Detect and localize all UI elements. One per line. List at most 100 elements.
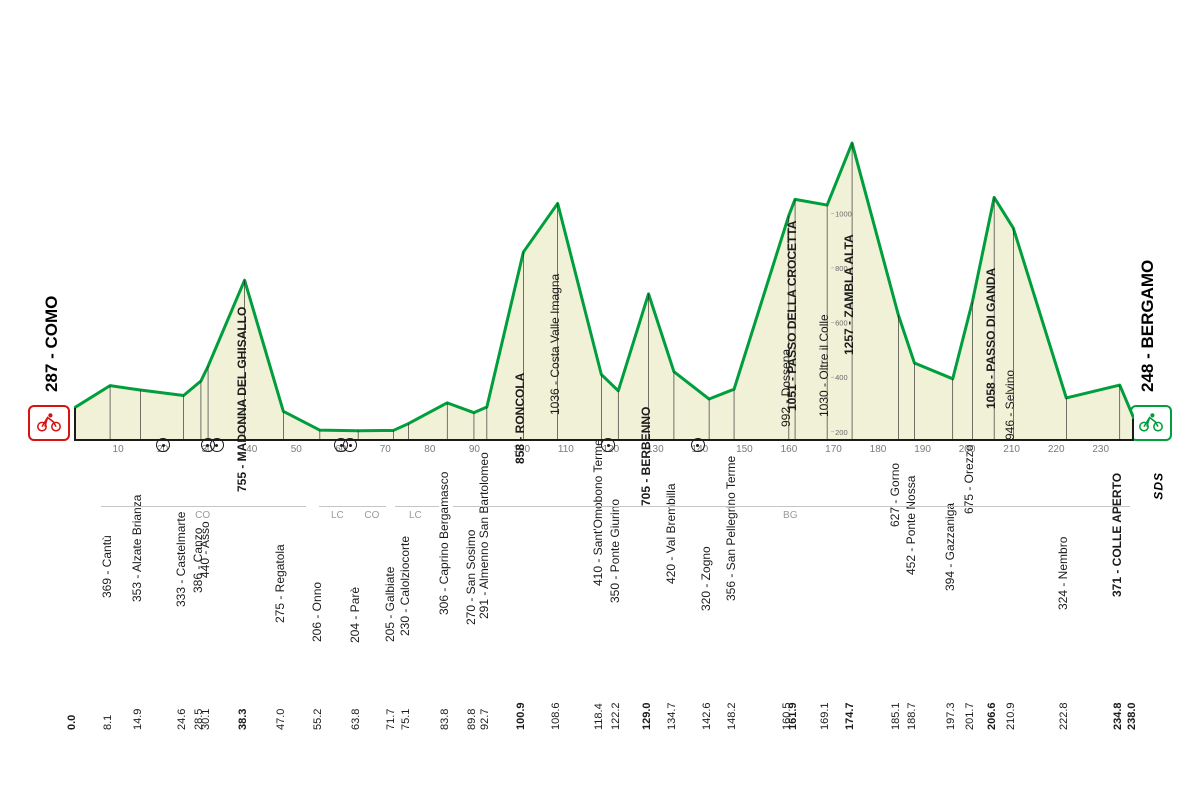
km-tick: 80 bbox=[424, 444, 435, 455]
km-label: 30.1 bbox=[200, 709, 212, 730]
km-tick: 160 bbox=[781, 444, 798, 455]
km-label: 222.8 bbox=[1058, 702, 1070, 730]
km-label: 197.3 bbox=[945, 702, 957, 730]
km-label: 234.8 bbox=[1112, 702, 1124, 730]
feed-zone-icon bbox=[210, 438, 224, 452]
km-label: 188.7 bbox=[906, 702, 918, 730]
place-label: 333 - Castelmarte bbox=[174, 512, 188, 607]
place-label: 627 - Gorno bbox=[888, 463, 902, 527]
place-label: 356 - San Pellegrino Terme bbox=[724, 456, 738, 601]
climb-label: 858 - RONCOLA bbox=[513, 373, 527, 464]
place-label: 306 - Caprino Bergamasco bbox=[437, 471, 451, 614]
finish-box bbox=[1130, 405, 1172, 441]
place-label: 353 - Alzate Brianza bbox=[130, 495, 144, 602]
feed-zone-icon bbox=[156, 438, 170, 452]
elevation-profile-container: 287 - COMO 248 - BERGAMO 200400600800100… bbox=[30, 100, 1170, 700]
province-line bbox=[101, 506, 306, 507]
km-label: 89.8 bbox=[466, 709, 478, 730]
place-label: 324 - Nembro bbox=[1056, 537, 1070, 610]
km-tick: 70 bbox=[380, 444, 391, 455]
km-label: 174.7 bbox=[844, 702, 856, 730]
svg-text:400: 400 bbox=[835, 373, 848, 382]
place-label: 320 - Zogno bbox=[699, 546, 713, 611]
km-tick: 50 bbox=[291, 444, 302, 455]
sds-label: SDS bbox=[1152, 472, 1166, 500]
km-label: 71.7 bbox=[385, 709, 397, 730]
svg-text:1000: 1000 bbox=[835, 209, 852, 218]
km-label: 55.2 bbox=[312, 709, 324, 730]
place-label: 206 - Onno bbox=[310, 582, 324, 642]
province-label: LC bbox=[409, 510, 422, 521]
start-label: 287 - COMO bbox=[42, 296, 62, 392]
feed-zone-icon bbox=[691, 438, 705, 452]
province-line bbox=[359, 506, 386, 507]
climb-label: 705 - BERBENNO bbox=[639, 407, 653, 506]
climb-label: 1058 - PASSO DI GANDA bbox=[984, 268, 998, 409]
place-label: 230 - Calolziocorte bbox=[398, 536, 412, 636]
province-label: LC bbox=[331, 510, 344, 521]
km-label: 75.1 bbox=[400, 709, 412, 730]
place-label: 205 - Galbiate bbox=[383, 567, 397, 642]
km-label: 122.2 bbox=[610, 702, 622, 730]
place-label: 440 - Asso bbox=[198, 522, 212, 579]
start-box bbox=[28, 405, 70, 441]
climb-label: 1051 - PASSO DELLA CROCETTA bbox=[785, 221, 799, 411]
km-label: 142.6 bbox=[701, 702, 713, 730]
km-label: 47.0 bbox=[275, 709, 287, 730]
km-tick: 150 bbox=[736, 444, 753, 455]
km-tick: 180 bbox=[870, 444, 887, 455]
km-label: 161.9 bbox=[787, 702, 799, 730]
place-label: 270 - San Sosimo bbox=[464, 529, 478, 624]
climb-label: 1257 - ZAMBLA ALTA bbox=[842, 234, 856, 355]
km-label: 185.1 bbox=[890, 702, 902, 730]
finish-label: 248 - BERGAMO bbox=[1138, 260, 1158, 392]
climb-label: 755 - MADONNA DEL GHISALLO bbox=[235, 307, 249, 492]
km-label: 100.9 bbox=[515, 702, 527, 730]
km-tick: 220 bbox=[1048, 444, 1065, 455]
place-label: 291 - Almenno San Bartolomeo bbox=[477, 452, 491, 619]
km-label: 63.8 bbox=[350, 709, 362, 730]
province-label: CO bbox=[364, 510, 379, 521]
place-label: 275 - Regatola bbox=[273, 545, 287, 624]
cyclist-icon bbox=[1137, 410, 1165, 437]
km-label: 238.0 bbox=[1126, 702, 1138, 730]
province-label: CO bbox=[195, 510, 210, 521]
place-label: 420 - Val Brembilla bbox=[664, 483, 678, 584]
province-line bbox=[395, 506, 440, 507]
place-label: 452 - Ponte Nossa bbox=[904, 476, 918, 575]
km-label: 0.0 bbox=[66, 715, 78, 730]
province-line bbox=[453, 506, 1130, 507]
km-label: 210.9 bbox=[1005, 702, 1017, 730]
km-tick: 190 bbox=[914, 444, 931, 455]
km-label: 108.6 bbox=[550, 702, 562, 730]
province-label: BG bbox=[783, 510, 797, 521]
km-tick: 210 bbox=[1003, 444, 1020, 455]
km-tick: 170 bbox=[825, 444, 842, 455]
elevation-profile-svg: 2004006008001000 bbox=[74, 100, 1134, 460]
km-label: 8.1 bbox=[102, 715, 114, 730]
km-label: 134.7 bbox=[666, 702, 678, 730]
km-label: 148.2 bbox=[726, 702, 738, 730]
place-label: 675 - Orezzo bbox=[962, 445, 976, 514]
km-label: 38.3 bbox=[237, 709, 249, 730]
km-label: 83.8 bbox=[439, 709, 451, 730]
km-label: 24.6 bbox=[176, 709, 188, 730]
km-tick: 10 bbox=[113, 444, 124, 455]
climb-label: 371 - COLLE APERTO bbox=[1110, 473, 1124, 597]
km-label: 201.7 bbox=[964, 702, 976, 730]
km-label: 129.0 bbox=[641, 702, 653, 730]
km-tick: 110 bbox=[558, 444, 574, 455]
cyclist-icon bbox=[35, 410, 63, 437]
km-label: 14.9 bbox=[132, 709, 144, 730]
km-tick: 230 bbox=[1092, 444, 1109, 455]
place-label: 1036 - Costa Valle Imagna bbox=[548, 274, 562, 415]
km-label: 169.1 bbox=[819, 702, 831, 730]
place-label: 204 - Parè bbox=[348, 587, 362, 643]
place-label: 410 - Sant'Omobono Terme bbox=[591, 440, 605, 587]
km-label: 206.6 bbox=[986, 702, 998, 730]
svg-text:200: 200 bbox=[835, 428, 848, 437]
km-label: 118.4 bbox=[593, 703, 605, 730]
province-line bbox=[319, 506, 359, 507]
place-label: 369 - Cantù bbox=[100, 535, 114, 598]
place-label: 350 - Ponte Giurino bbox=[608, 499, 622, 603]
